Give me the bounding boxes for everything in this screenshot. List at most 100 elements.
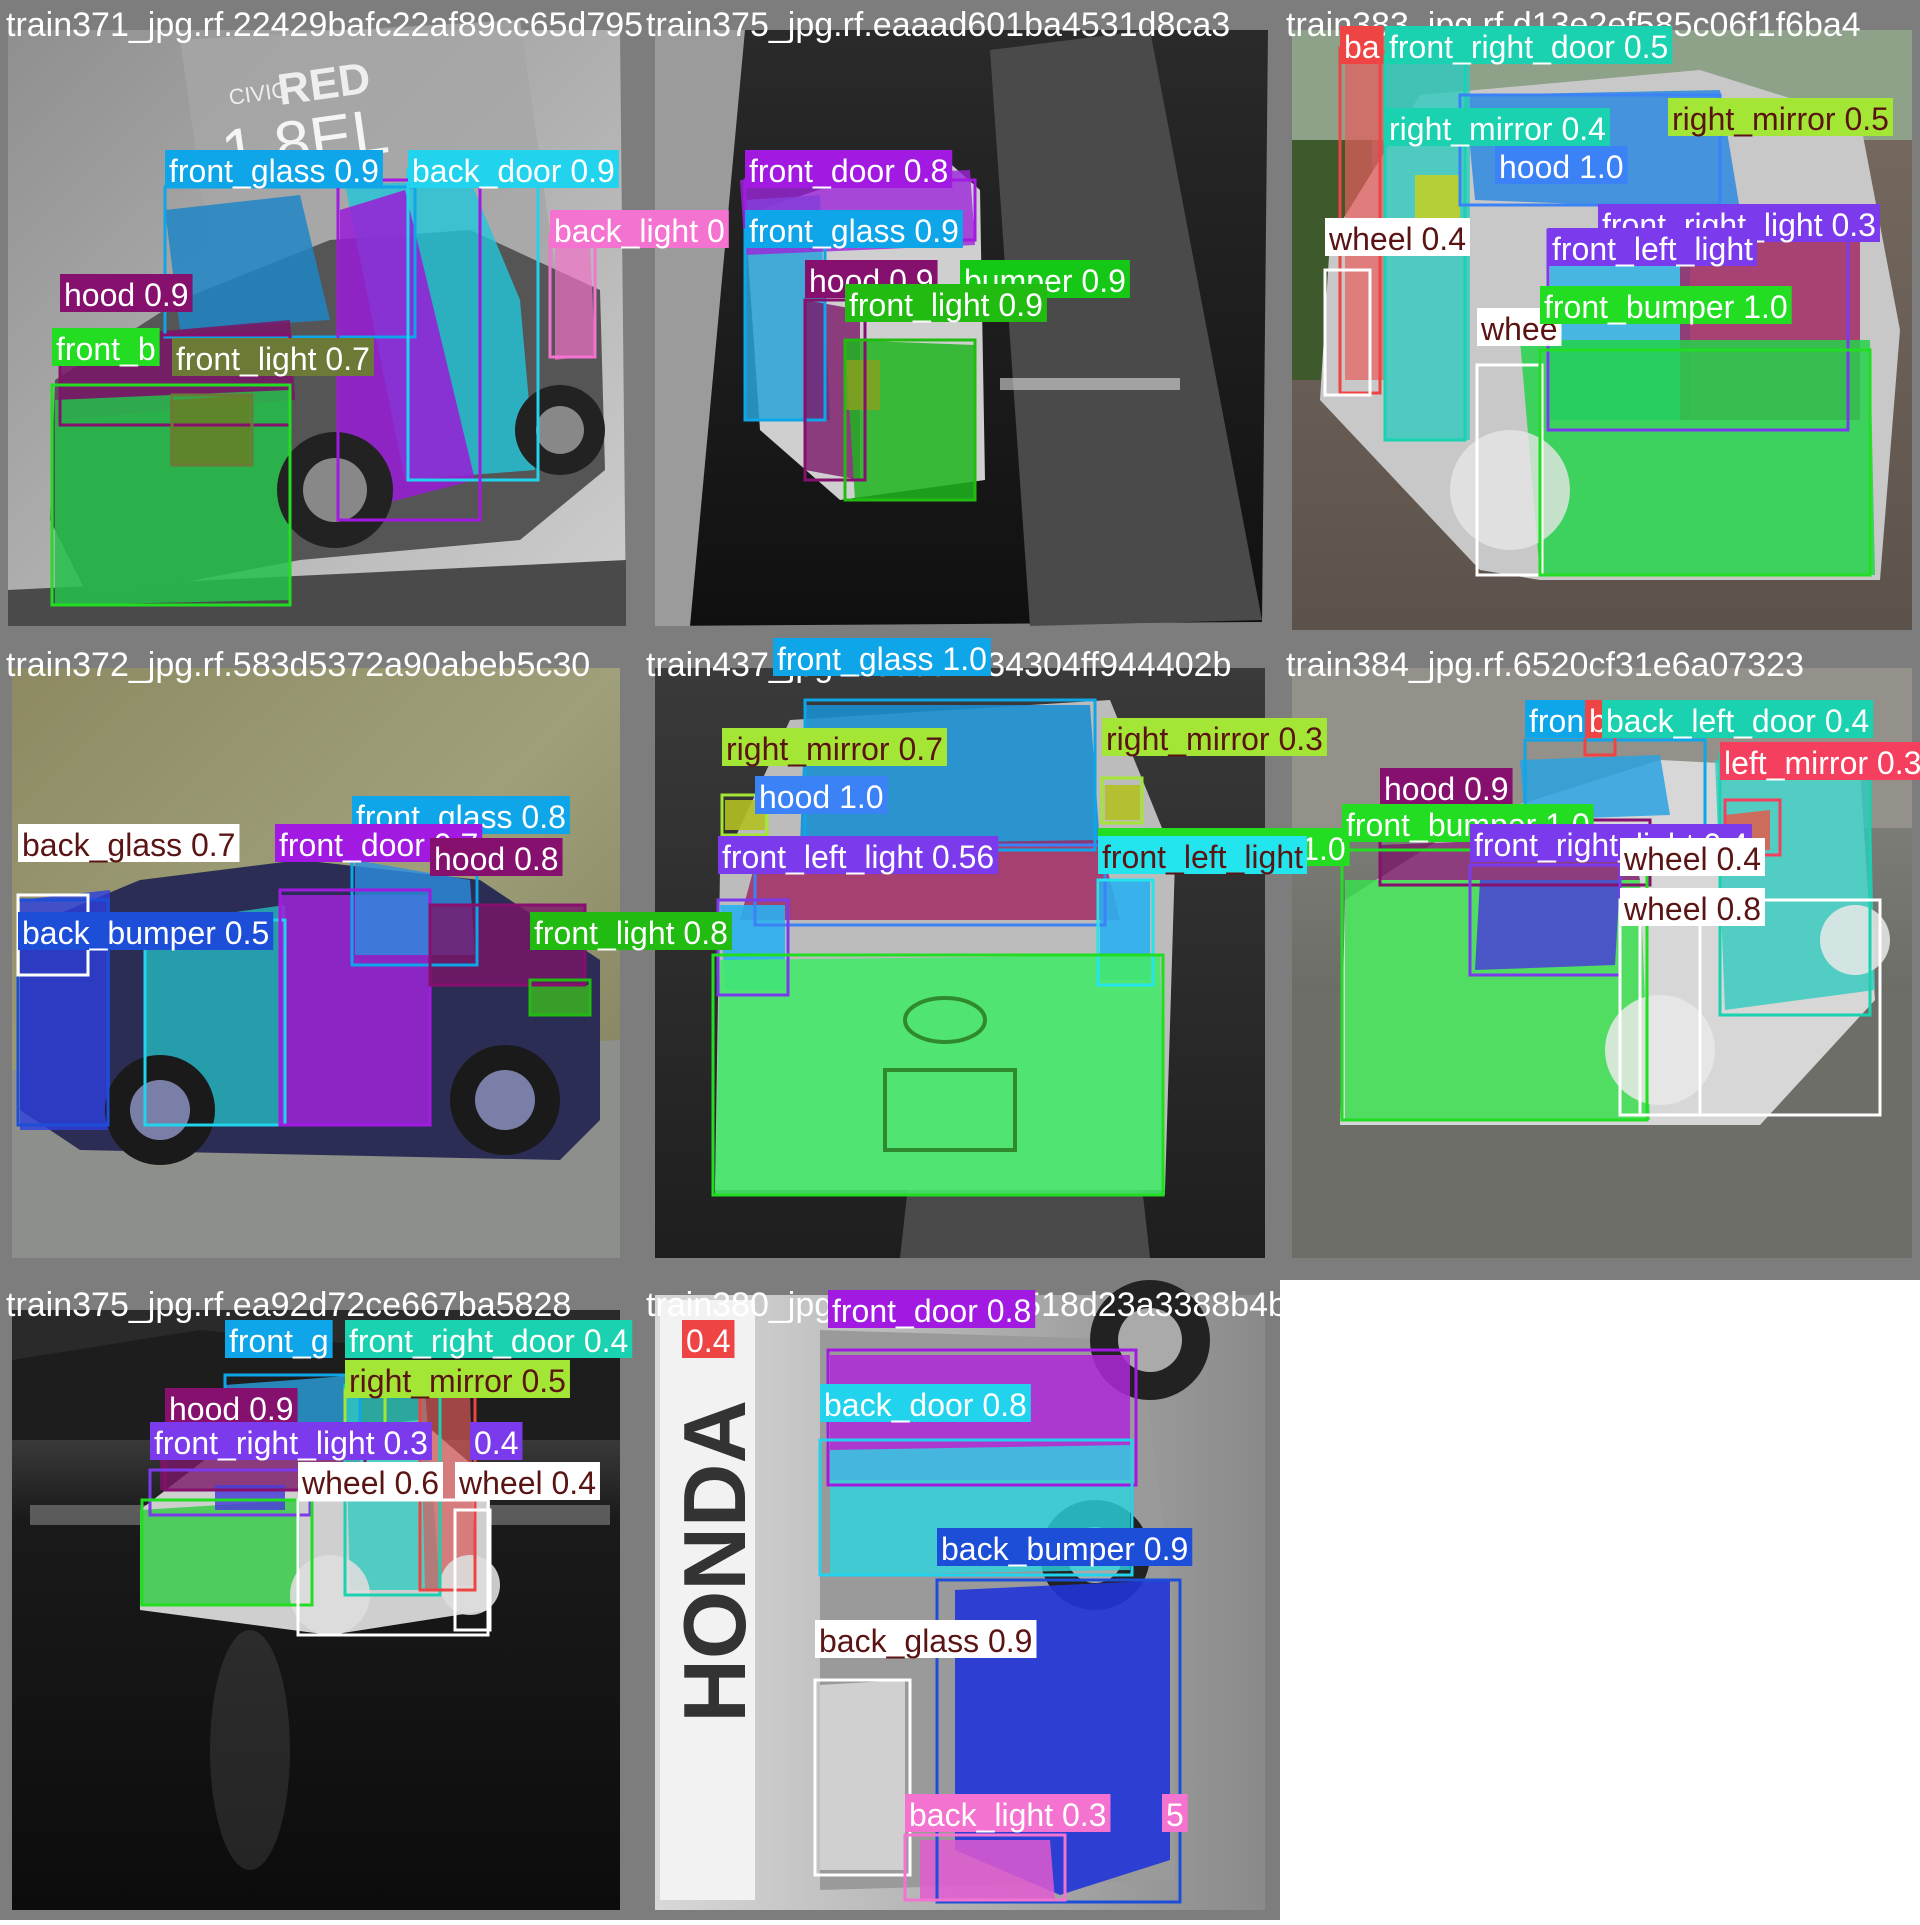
detection-label-text: back_glass 0.7 <box>22 827 235 863</box>
detection-label-bg <box>773 638 991 676</box>
detection-label-bg <box>1380 768 1513 806</box>
detection-label: right_mirror 0.5 <box>345 1360 570 1399</box>
detection-label-bg <box>165 150 383 188</box>
detection-label: front_door 0.8 <box>828 1290 1036 1329</box>
detection-label-bg <box>1620 838 1765 876</box>
detection-label: right_mirror 0.4 <box>1385 108 1610 147</box>
detection-label-bg <box>745 210 963 248</box>
detection-label: front_glass 1.0 <box>773 638 991 677</box>
detection-label-text: front_light 0.9 <box>849 287 1043 323</box>
detection-label-bg <box>905 1794 1111 1832</box>
detection-label-bg <box>1385 108 1610 146</box>
detection-label-text: back_left_door 0.4 <box>1606 703 1869 739</box>
detection-label: right_mirror 0.3 <box>1102 718 1327 757</box>
detection-label: right_mirror 0.7 <box>722 728 947 767</box>
tile <box>0 640 640 1280</box>
detection-label: hood 1.0 <box>755 776 888 815</box>
detection-label-text: wheel 0.6 <box>301 1465 439 1501</box>
detection-label-bg <box>820 1384 1031 1422</box>
detection-label-bg <box>815 1620 1037 1658</box>
detection-label: back_bumper 0.5 <box>18 912 274 951</box>
detection-label-text: left_mirror 0.3 <box>1724 745 1920 781</box>
detection-label: hood 1.0 <box>1495 146 1628 185</box>
detection-label: front_glass 0.9 <box>745 210 963 249</box>
detection-label: hood 0.9 <box>165 1388 298 1427</box>
detection-label: hood 0.9 <box>60 274 193 313</box>
detection-label-bg <box>1602 700 1874 738</box>
detection-label-bg <box>1385 26 1673 64</box>
detection-label-text: right_mirror 0.5 <box>1672 101 1889 137</box>
detection-label-text: hood 0.9 <box>64 277 189 313</box>
detection-label-bg <box>225 1320 333 1358</box>
detection-label-bg <box>718 836 999 874</box>
detection-label: hood 0.8 <box>430 838 563 877</box>
detection-label-text: front_glass 0.9 <box>749 213 959 249</box>
detection-label: front_left_light 0.56 <box>718 836 999 875</box>
detection-label-text: back_light 0 <box>554 213 725 249</box>
detection-label: front_door 0.8 <box>745 150 953 189</box>
detection-label-text: back_bumper 0.5 <box>22 915 269 951</box>
detection-label: 0.4 <box>682 1320 735 1359</box>
detection-label-bg <box>1668 98 1893 136</box>
detection-label-bg <box>845 284 1047 322</box>
detection-label: wheel 0.4 <box>1620 838 1765 877</box>
detection-label-bg <box>345 1320 633 1358</box>
detection-label-text: back_light 0.3 <box>909 1797 1106 1833</box>
detection-label-bg <box>722 728 947 766</box>
detection-label-text: front_right_door 0.5 <box>1389 29 1668 65</box>
detection-label-text: front_glass 1.0 <box>777 641 987 677</box>
detection-label-bg <box>298 1462 443 1500</box>
detection-label-bg <box>1495 146 1628 184</box>
detection-label: fron <box>1525 700 1589 739</box>
detection-label-text: front_door 0.8 <box>832 1293 1031 1329</box>
detection-label-bg <box>1720 742 1920 780</box>
detection-label-text: right_mirror 0.3 <box>1106 721 1323 757</box>
detection-label-text: fron <box>1529 703 1584 739</box>
detection-label-bg <box>1098 836 1308 874</box>
detection-label-text: right_mirror 0.7 <box>726 731 943 767</box>
tile-filename: train372_jpg.rf.583d5372a90abeb5c30 <box>6 646 590 684</box>
detection-label-text: front_glass 0.9 <box>169 153 379 189</box>
detection-label-text: 5 <box>1166 1797 1184 1833</box>
detection-label-bg <box>172 338 374 376</box>
detection-label: back_light 0.3 <box>905 1794 1111 1833</box>
detection-label: back_door 0.8 <box>820 1384 1031 1423</box>
detection-label: wheel 0.4 <box>455 1462 600 1501</box>
detection-label-bg <box>1325 218 1470 256</box>
detection-label-bg <box>18 824 240 862</box>
detection-label-text: back_bumper 0.9 <box>941 1531 1188 1567</box>
tile <box>0 1280 640 1920</box>
detection-label-text: front_light 0.7 <box>176 341 370 377</box>
tile-filename: train371_jpg.rf.22429bafc22af89cc65d795 <box>6 6 643 44</box>
detection-label-text: hood 1.0 <box>1499 149 1624 185</box>
detection-label-bg <box>1548 228 1758 266</box>
detection-label-text: hood 0.9 <box>169 1391 294 1427</box>
detection-label: whee <box>1477 308 1562 347</box>
detection-label-text: wheel 0.8 <box>1623 891 1761 927</box>
detection-label-bg <box>150 1422 432 1460</box>
tile-filename: train375_jpg.rf.eaaad601ba4531d8ca3 <box>646 6 1230 44</box>
detection-label-bg <box>345 1360 570 1398</box>
detection-label-bg <box>682 1320 735 1358</box>
detection-label-text: wheel 0.4 <box>458 1465 596 1501</box>
detection-label-bg <box>755 776 888 814</box>
detection-label-text: back_glass 0.9 <box>819 1623 1032 1659</box>
detection-label: back_door 0.9 <box>408 150 619 189</box>
detection-label: front_left_light <box>1098 836 1308 875</box>
detection-label: back_glass 0.7 <box>18 824 240 863</box>
detection-label: wheel 0.8 <box>1620 888 1765 927</box>
detection-label-bg <box>937 1528 1193 1566</box>
detection-label-bg <box>165 1388 298 1426</box>
detection-label: hood 0.9 <box>1380 768 1513 807</box>
detection-label: front_light 0.7 <box>172 338 374 377</box>
detection-label-text: right_mirror 0.5 <box>349 1363 566 1399</box>
detection-label-text: front_right_light 0.3 <box>154 1425 428 1461</box>
detection-label-text: wheel 0.4 <box>1328 221 1466 257</box>
detection-label: back_light 0 <box>550 210 729 249</box>
detection-label-text: right_mirror 0.4 <box>1389 111 1606 147</box>
detection-label: front_b <box>52 328 160 367</box>
detection-labels: front_glass 0.9 back_door 0.9 back_light 0… <box>18 26 1920 1833</box>
detection-label: ba <box>1340 26 1384 65</box>
